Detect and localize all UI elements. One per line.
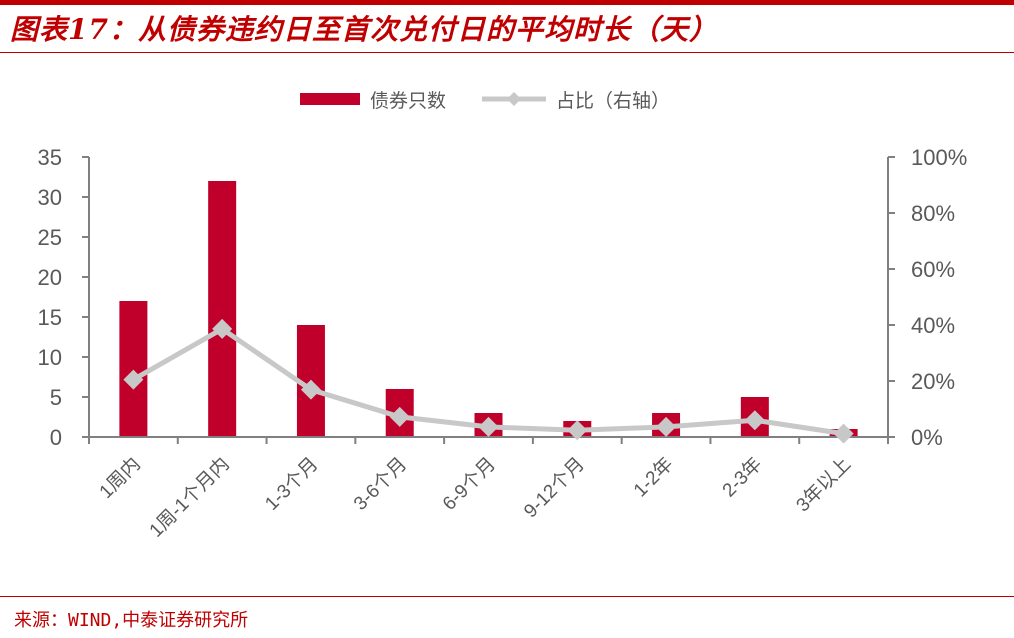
legend-line-label: 占比（右轴） xyxy=(556,89,671,112)
left-axis-tick-label: 20 xyxy=(38,265,62,290)
line-marker-diamond-icon xyxy=(567,420,588,441)
category-label: 3年以上 xyxy=(792,453,855,516)
right-axis-tick-label: 60% xyxy=(911,257,955,282)
category-label: 1-2年 xyxy=(629,453,677,501)
line-marker-diamond-icon xyxy=(478,416,499,437)
footer-divider xyxy=(0,596,1014,597)
line-marker-diamond-icon xyxy=(212,318,233,339)
legend-bar-label: 债券只数 xyxy=(370,89,447,112)
legend-item-line: 占比（右轴） xyxy=(482,86,670,113)
left-axis-tick-label: 0 xyxy=(50,425,62,450)
category-label: 2-3年 xyxy=(718,453,766,501)
left-axis-tick-label: 10 xyxy=(38,345,62,370)
line-marker-diamond-icon xyxy=(833,423,854,444)
line-series xyxy=(123,318,854,444)
left-axis-tick-label: 35 xyxy=(38,145,62,170)
right-axis-tick-label: 20% xyxy=(911,369,955,394)
category-label: 1周内 xyxy=(95,453,145,503)
category-label: 1周-1个月内 xyxy=(145,453,234,542)
bar xyxy=(208,181,237,437)
bar xyxy=(119,301,148,437)
axes xyxy=(82,156,895,444)
right-axis-tick-label: 80% xyxy=(911,201,955,226)
chart-legend: 债券只数 占比（右轴） xyxy=(300,84,706,114)
line-marker-diamond-icon xyxy=(389,406,410,427)
chart-title: 图表17：从债券违约日至首次兑付日的平均时长（天） xyxy=(10,13,718,46)
category-label: 9-12个月 xyxy=(519,453,588,522)
category-label: 6-9个月 xyxy=(438,453,500,515)
bar-swatch-icon xyxy=(300,93,360,105)
right-axis-tick-label: 40% xyxy=(911,313,955,338)
right-axis-tick-label: 0% xyxy=(911,425,943,450)
combo-chart: 0 5 10 15 20 25 30 35 0% 20% 40% 60% 80% 100% 1周内 1周-1个… xyxy=(38,145,968,542)
line-diamond-swatch-icon xyxy=(482,92,547,106)
line-marker-diamond-icon xyxy=(744,410,765,431)
left-axis-tick-label: 25 xyxy=(38,225,62,250)
category-label: 1-3个月 xyxy=(261,453,323,515)
left-axis-tick-label: 15 xyxy=(38,305,62,330)
left-axis-tick-label: 30 xyxy=(38,185,62,210)
left-axis-tick-label: 5 xyxy=(50,385,62,410)
right-axis-tick-label: 100% xyxy=(911,145,967,170)
axis-labels: 0 5 10 15 20 25 30 35 0% 20% 40% 60% 80% 100% 1周内 1周-1个… xyxy=(38,145,968,542)
title-divider xyxy=(0,52,1014,53)
top-accent-bar xyxy=(0,0,1014,5)
legend-item-bars: 债券只数 xyxy=(300,86,446,113)
bar-series xyxy=(119,181,858,437)
line-marker-diamond-icon xyxy=(300,379,321,400)
source-note: 来源：WIND,中泰证券研究所 xyxy=(14,610,249,631)
line-marker-diamond-icon xyxy=(656,416,677,437)
line-marker-diamond-icon xyxy=(123,369,144,390)
category-label: 3-6个月 xyxy=(349,453,411,515)
